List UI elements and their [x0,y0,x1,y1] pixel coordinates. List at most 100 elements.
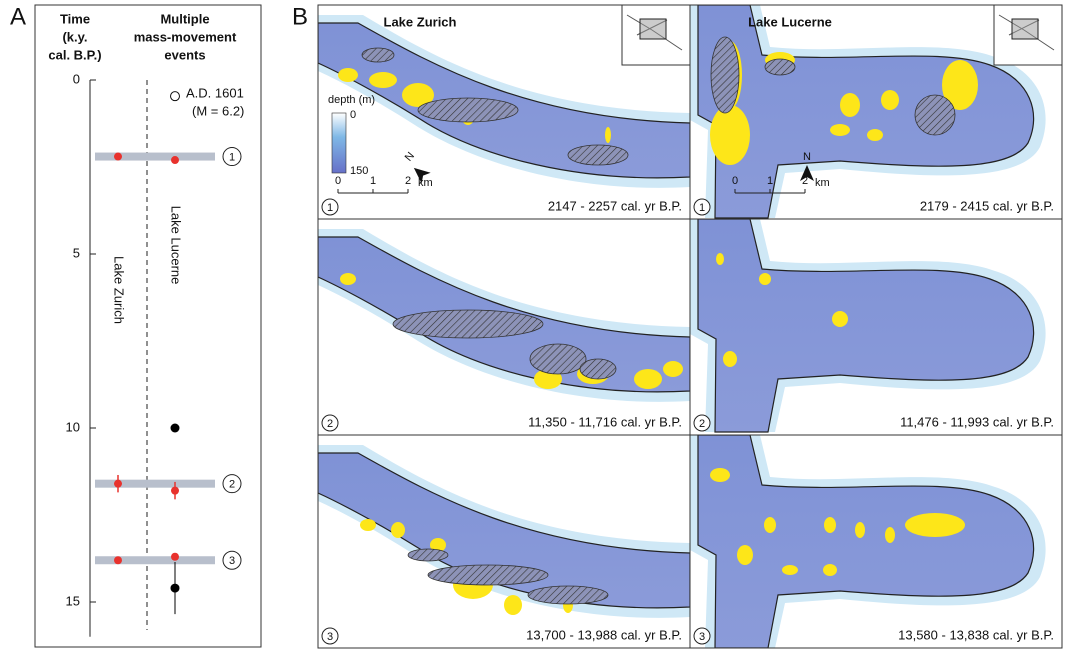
deposit [504,595,522,615]
multi-deposit [580,359,616,379]
locator-box [640,19,666,39]
event-point [171,553,179,561]
event-point [171,487,179,495]
map [318,435,690,648]
tick-label: 15 [66,593,80,608]
multi-deposit [408,549,448,561]
row-number: 2 [327,418,333,430]
legend-min: 0 [350,109,356,121]
date-range: 11,476 - 11,993 cal. yr B.P. [900,414,1054,429]
legend-ramp [332,113,346,173]
tick-label: 0 [73,71,80,86]
multi-deposit [393,310,543,338]
scale-label: 1 [767,175,773,187]
tick-label: 10 [66,419,80,434]
multi-deposit [915,95,955,135]
deposit [716,253,724,265]
date-range: 11,350 - 11,716 cal. yr B.P. [528,414,682,429]
multi-deposit [765,59,795,75]
column-title-line: mass-movement [134,29,237,44]
deposit [832,311,848,327]
deposit [867,129,883,141]
deposit [605,127,611,143]
event-point [171,584,180,593]
scale-label: 1 [370,175,376,187]
multi-deposit [362,48,394,62]
locator-box [1012,19,1038,39]
scale-unit: km [815,177,830,189]
event-band [95,556,215,564]
event-point [171,156,179,164]
deposit [782,565,798,575]
event-band [95,153,215,161]
historic-label: (M = 6.2) [192,104,244,119]
scale-label: 0 [732,175,738,187]
maps: 1 2147 - 2257 cal. yr B.P. Lake Zurich 0 1 2 k… [318,5,1062,648]
lake-label: Lake Zurich [112,256,127,324]
date-range: 2147 - 2257 cal. yr B.P. [548,198,682,213]
date-range: 2179 - 2415 cal. yr B.P. [920,198,1054,213]
map [690,435,1062,648]
north-label: N [803,151,811,163]
column-title: Lake Zurich [384,14,457,29]
date-range: 13,700 - 13,988 cal. yr B.P. [526,627,682,642]
event-point [171,424,180,433]
date-range: 13,580 - 13,838 cal. yr B.P. [898,627,1054,642]
deposit [855,522,865,538]
row-number: 2 [699,418,705,430]
tick-label: 5 [73,245,80,260]
axis-title-line: cal. B.P.) [48,47,101,62]
deposit [840,93,860,117]
axis-title-line: (k.y. [62,29,87,44]
row-number: 1 [699,202,705,214]
panel-label: B [292,3,308,30]
deposit [723,351,737,367]
event-number: 1 [229,151,235,163]
event-point [114,556,122,564]
deposit [710,105,750,165]
event-point [114,480,122,488]
deposit [737,545,753,565]
event-band [95,480,215,488]
legend-title: depth (m) [328,94,375,106]
deposit [881,90,899,110]
deposit [663,361,683,377]
figure: A Time (k.y. cal. B.P.) Multiple mass-mo… [0,0,1066,652]
axis-title-line: Time [60,11,90,26]
deposit [710,468,730,482]
row-number: 3 [699,631,705,643]
multi-deposit [530,344,586,374]
deposit [369,72,397,88]
panel-label: A [10,3,26,30]
legend-max: 150 [350,165,368,177]
deposit [340,273,356,285]
multi-deposit [528,586,608,604]
column-title-line: Multiple [160,11,209,26]
deposit [885,527,895,543]
deposit [824,517,836,533]
map [690,219,1062,435]
deposit [338,68,358,82]
event-point [114,153,122,161]
scale-label: 2 [405,175,411,187]
row-number: 1 [327,202,333,214]
deposit [823,564,837,576]
deposit [905,513,965,537]
scale-label: 0 [335,175,341,187]
event-number: 3 [229,555,235,567]
deposit [634,369,662,389]
historic-event [171,92,180,101]
map [318,219,690,435]
event-number: 2 [229,479,235,491]
historic-label: A.D. 1601 [186,86,244,101]
multi-deposit [568,145,628,165]
deposit [764,517,776,533]
column-title: Lake Lucerne [748,14,832,29]
deposit [360,519,376,531]
multi-deposit [428,565,548,585]
deposit [759,273,771,285]
multi-deposit [711,37,739,113]
multi-deposit [418,98,518,122]
deposit [830,124,850,136]
row-number: 3 [327,631,333,643]
